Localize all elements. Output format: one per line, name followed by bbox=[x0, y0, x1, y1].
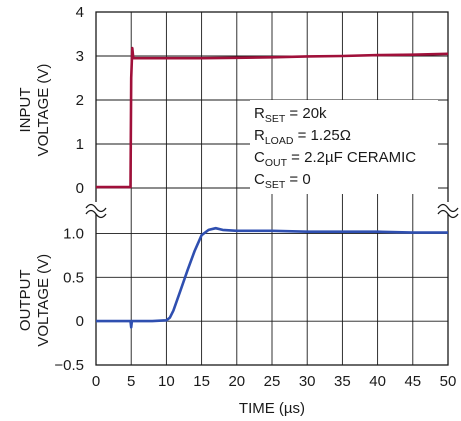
y-axis-title-line: OUTPUT bbox=[17, 269, 34, 331]
output-y-tick-label: −0.5 bbox=[54, 357, 84, 374]
x-tick-label: 50 bbox=[440, 373, 457, 390]
x-tick-label: 10 bbox=[158, 373, 175, 390]
y-axis-title-line: INPUT bbox=[17, 88, 34, 133]
x-tick-label: 40 bbox=[369, 373, 386, 390]
output-y-axis-title: OUTPUT VOLTAGE (V) bbox=[17, 254, 52, 347]
output-y-tick-label: 1.0 bbox=[63, 225, 84, 242]
x-tick-label: 20 bbox=[228, 373, 245, 390]
output-y-tick-label: 0.5 bbox=[63, 269, 84, 286]
x-tick-label: 0 bbox=[92, 373, 100, 390]
output-y-tick-label: 0 bbox=[76, 313, 84, 330]
x-tick-label: 35 bbox=[334, 373, 351, 390]
y-axis-title-line: VOLTAGE (V) bbox=[35, 64, 52, 157]
input-y-tick-label: 2 bbox=[76, 92, 84, 109]
input-y-tick-label: 0 bbox=[76, 180, 84, 197]
x-tick-label: 25 bbox=[264, 373, 281, 390]
input-y-tick-label: 1 bbox=[76, 136, 84, 153]
x-tick-label: 15 bbox=[193, 373, 210, 390]
x-tick-label: 5 bbox=[127, 373, 135, 390]
x-tick-label: 45 bbox=[404, 373, 421, 390]
y-axis-title-line: VOLTAGE (V) bbox=[35, 254, 52, 347]
x-axis-title: TIME (µs) bbox=[239, 400, 305, 417]
input-y-tick-label: 3 bbox=[76, 48, 84, 65]
tick-labels: 0 5 10 15 20 25 30 35 40 45 50 0 1 2 3 4 1.0 0.5 0 −0.5 bbox=[54, 4, 456, 390]
x-tick-label: 30 bbox=[299, 373, 316, 390]
input-y-axis-title: INPUT VOLTAGE (V) bbox=[17, 64, 52, 157]
input-y-tick-label: 4 bbox=[76, 4, 84, 21]
